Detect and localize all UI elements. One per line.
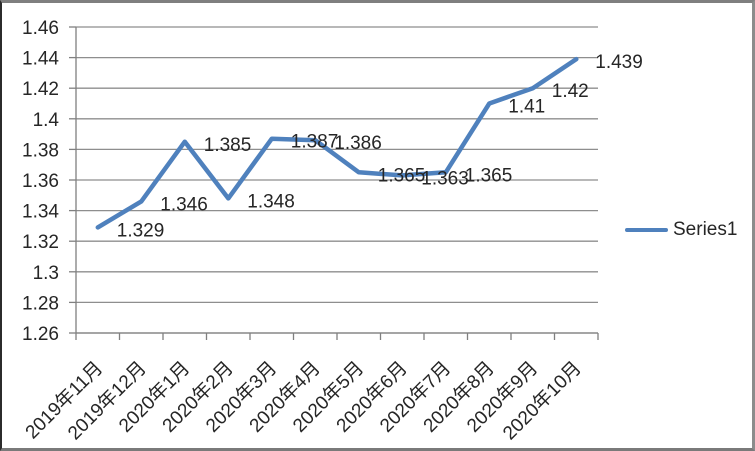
y-tick-label: 1.34 xyxy=(22,202,59,223)
data-label: 1.41 xyxy=(508,97,545,118)
y-tick-label: 1.32 xyxy=(22,232,59,253)
series-line[interactable] xyxy=(95,56,579,230)
data-label: 1.365 xyxy=(378,165,426,186)
y-tick-label: 1.26 xyxy=(22,324,59,345)
line-chart-plot[interactable]: 1.26 1.28 1.3 1.32 1.34 1.36 1.38 1.4 1.42 1.44 1.… xyxy=(2,3,752,449)
data-label: 1.346 xyxy=(160,194,208,215)
y-tick-label: 1.3 xyxy=(33,263,59,284)
data-label: 1.387 xyxy=(291,132,339,153)
data-label: 1.363 xyxy=(421,168,469,189)
y-tick-label: 1.28 xyxy=(22,293,59,314)
y-tick-label: 1.4 xyxy=(33,110,60,131)
data-label: 1.365 xyxy=(465,165,513,186)
data-label: 1.386 xyxy=(334,133,382,154)
data-label: 1.385 xyxy=(204,135,252,156)
data-label: 1.329 xyxy=(117,220,165,241)
y-tick-label: 1.38 xyxy=(22,140,59,161)
legend[interactable]: Series1 xyxy=(625,219,737,241)
data-label: 1.348 xyxy=(247,191,295,212)
y-tick-label: 1.36 xyxy=(22,171,59,192)
y-tick-label: 1.46 xyxy=(22,18,59,39)
legend-label: Series1 xyxy=(673,219,738,240)
data-label: 1.42 xyxy=(552,81,589,102)
legend-line-swatch xyxy=(625,228,668,232)
y-tick-label: 1.44 xyxy=(22,49,59,70)
data-label: 1.439 xyxy=(595,52,643,73)
y-tick-label: 1.42 xyxy=(22,79,59,100)
